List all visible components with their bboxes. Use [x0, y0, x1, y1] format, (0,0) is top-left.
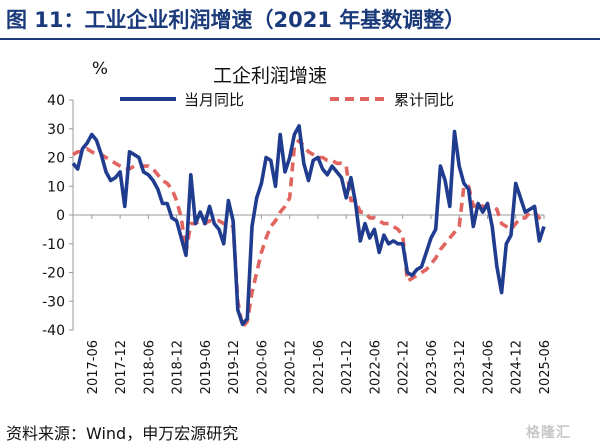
x-tick-label: 2020-06 [255, 340, 270, 394]
y-tick-label: 40 [47, 93, 65, 109]
y-tick-label: 0 [56, 208, 65, 224]
axes-layer: 40 30 20 10 0 -10 -20 -30 -40 2017-06 2017-12 2018-… [42, 93, 553, 394]
x-tick-label: 2024-06 [481, 340, 496, 394]
y-tick-label: -30 [42, 294, 65, 310]
series-cumulative-line [72, 138, 545, 329]
x-tick-label: 2017-12 [114, 340, 129, 394]
x-tick-label: 2017-06 [86, 340, 101, 394]
source-note: 资料来源：Wind，申万宏源研究 [6, 424, 239, 443]
title-divider [0, 38, 600, 40]
x-tick-label: 2023-06 [425, 340, 440, 394]
x-tick-label: 2023-12 [453, 340, 468, 394]
y-tick-label: -40 [42, 323, 65, 339]
y-tick-label: -20 [42, 266, 65, 282]
x-tick-label: 2022-06 [368, 340, 383, 394]
x-tick-label: 2025-06 [538, 340, 553, 394]
y-axis-unit: % [92, 59, 108, 79]
y-tick-label: 30 [47, 122, 65, 138]
x-tick-label: 2021-06 [312, 340, 327, 394]
x-tick-label: 2024-12 [510, 340, 525, 394]
x-tick-label: 2019-06 [199, 340, 214, 394]
x-tick-label: 2020-12 [284, 340, 299, 394]
x-tick-label: 2022-12 [397, 340, 412, 394]
y-tick-label: 10 [47, 179, 65, 195]
series-layer [71, 124, 546, 329]
chart-title: 工企利润增速 [213, 65, 327, 87]
legend-label: 当月同比 [184, 91, 244, 109]
series-monthly-line [71, 124, 546, 327]
watermark-logo: 格隆汇 [526, 425, 571, 441]
y-tick-label: -10 [42, 237, 65, 253]
y-tick-label: 20 [47, 151, 65, 167]
figure-title: 图 11：工业企业利润增速（2021 年基数调整） [6, 8, 466, 32]
legend-label: 累计同比 [394, 91, 454, 109]
x-tick-label: 2018-06 [142, 340, 157, 394]
x-tick-label: 2021-12 [340, 340, 355, 394]
legend: 当月同比 累计同比 [120, 91, 454, 109]
x-tick-label: 2019-12 [227, 340, 242, 394]
x-tick-label: 2018-12 [171, 340, 186, 394]
